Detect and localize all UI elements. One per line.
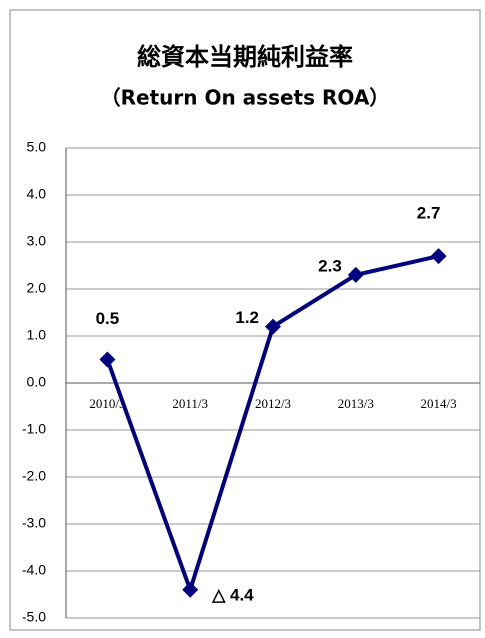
y-tick-label: 2.0 (27, 280, 47, 296)
x-tick-label: 2011/3 (172, 396, 208, 411)
data-label: 2.3 (318, 256, 342, 275)
marker (430, 248, 447, 265)
y-tick-label: 5.0 (27, 139, 47, 155)
y-tick-label: 1.0 (27, 327, 47, 343)
data-label: △ 4.4 (211, 585, 254, 604)
data-label: 2.7 (417, 204, 441, 223)
y-tick-label: 3.0 (27, 233, 47, 249)
y-tick-label: -4.0 (22, 562, 46, 578)
data-label: 0.5 (96, 309, 120, 328)
marker (265, 318, 281, 335)
marker (347, 266, 364, 283)
marker (182, 581, 199, 598)
y-tick-label: 4.0 (27, 186, 47, 202)
y-tick-label: 0.0 (27, 374, 47, 390)
chart-title: 総資本当期純利益率 (137, 43, 353, 71)
y-tick-label: -2.0 (22, 468, 46, 484)
frame (9, 9, 481, 631)
x-tick-label: 2012/3 (255, 396, 291, 411)
x-tick-label: 2014/3 (421, 396, 457, 411)
marker (99, 351, 116, 368)
chart-subtitle: （Return On assets ROA） (101, 86, 390, 110)
x-tick-label: 2013/3 (338, 396, 374, 411)
y-tick-label: -1.0 (22, 421, 46, 437)
x-tick-label: 2010/3 (89, 396, 125, 411)
data-label: 1.2 (235, 308, 259, 327)
line (105, 254, 440, 597)
y-tick-label: -5.0 (22, 609, 46, 625)
y-tick-label: -3.0 (22, 515, 46, 531)
